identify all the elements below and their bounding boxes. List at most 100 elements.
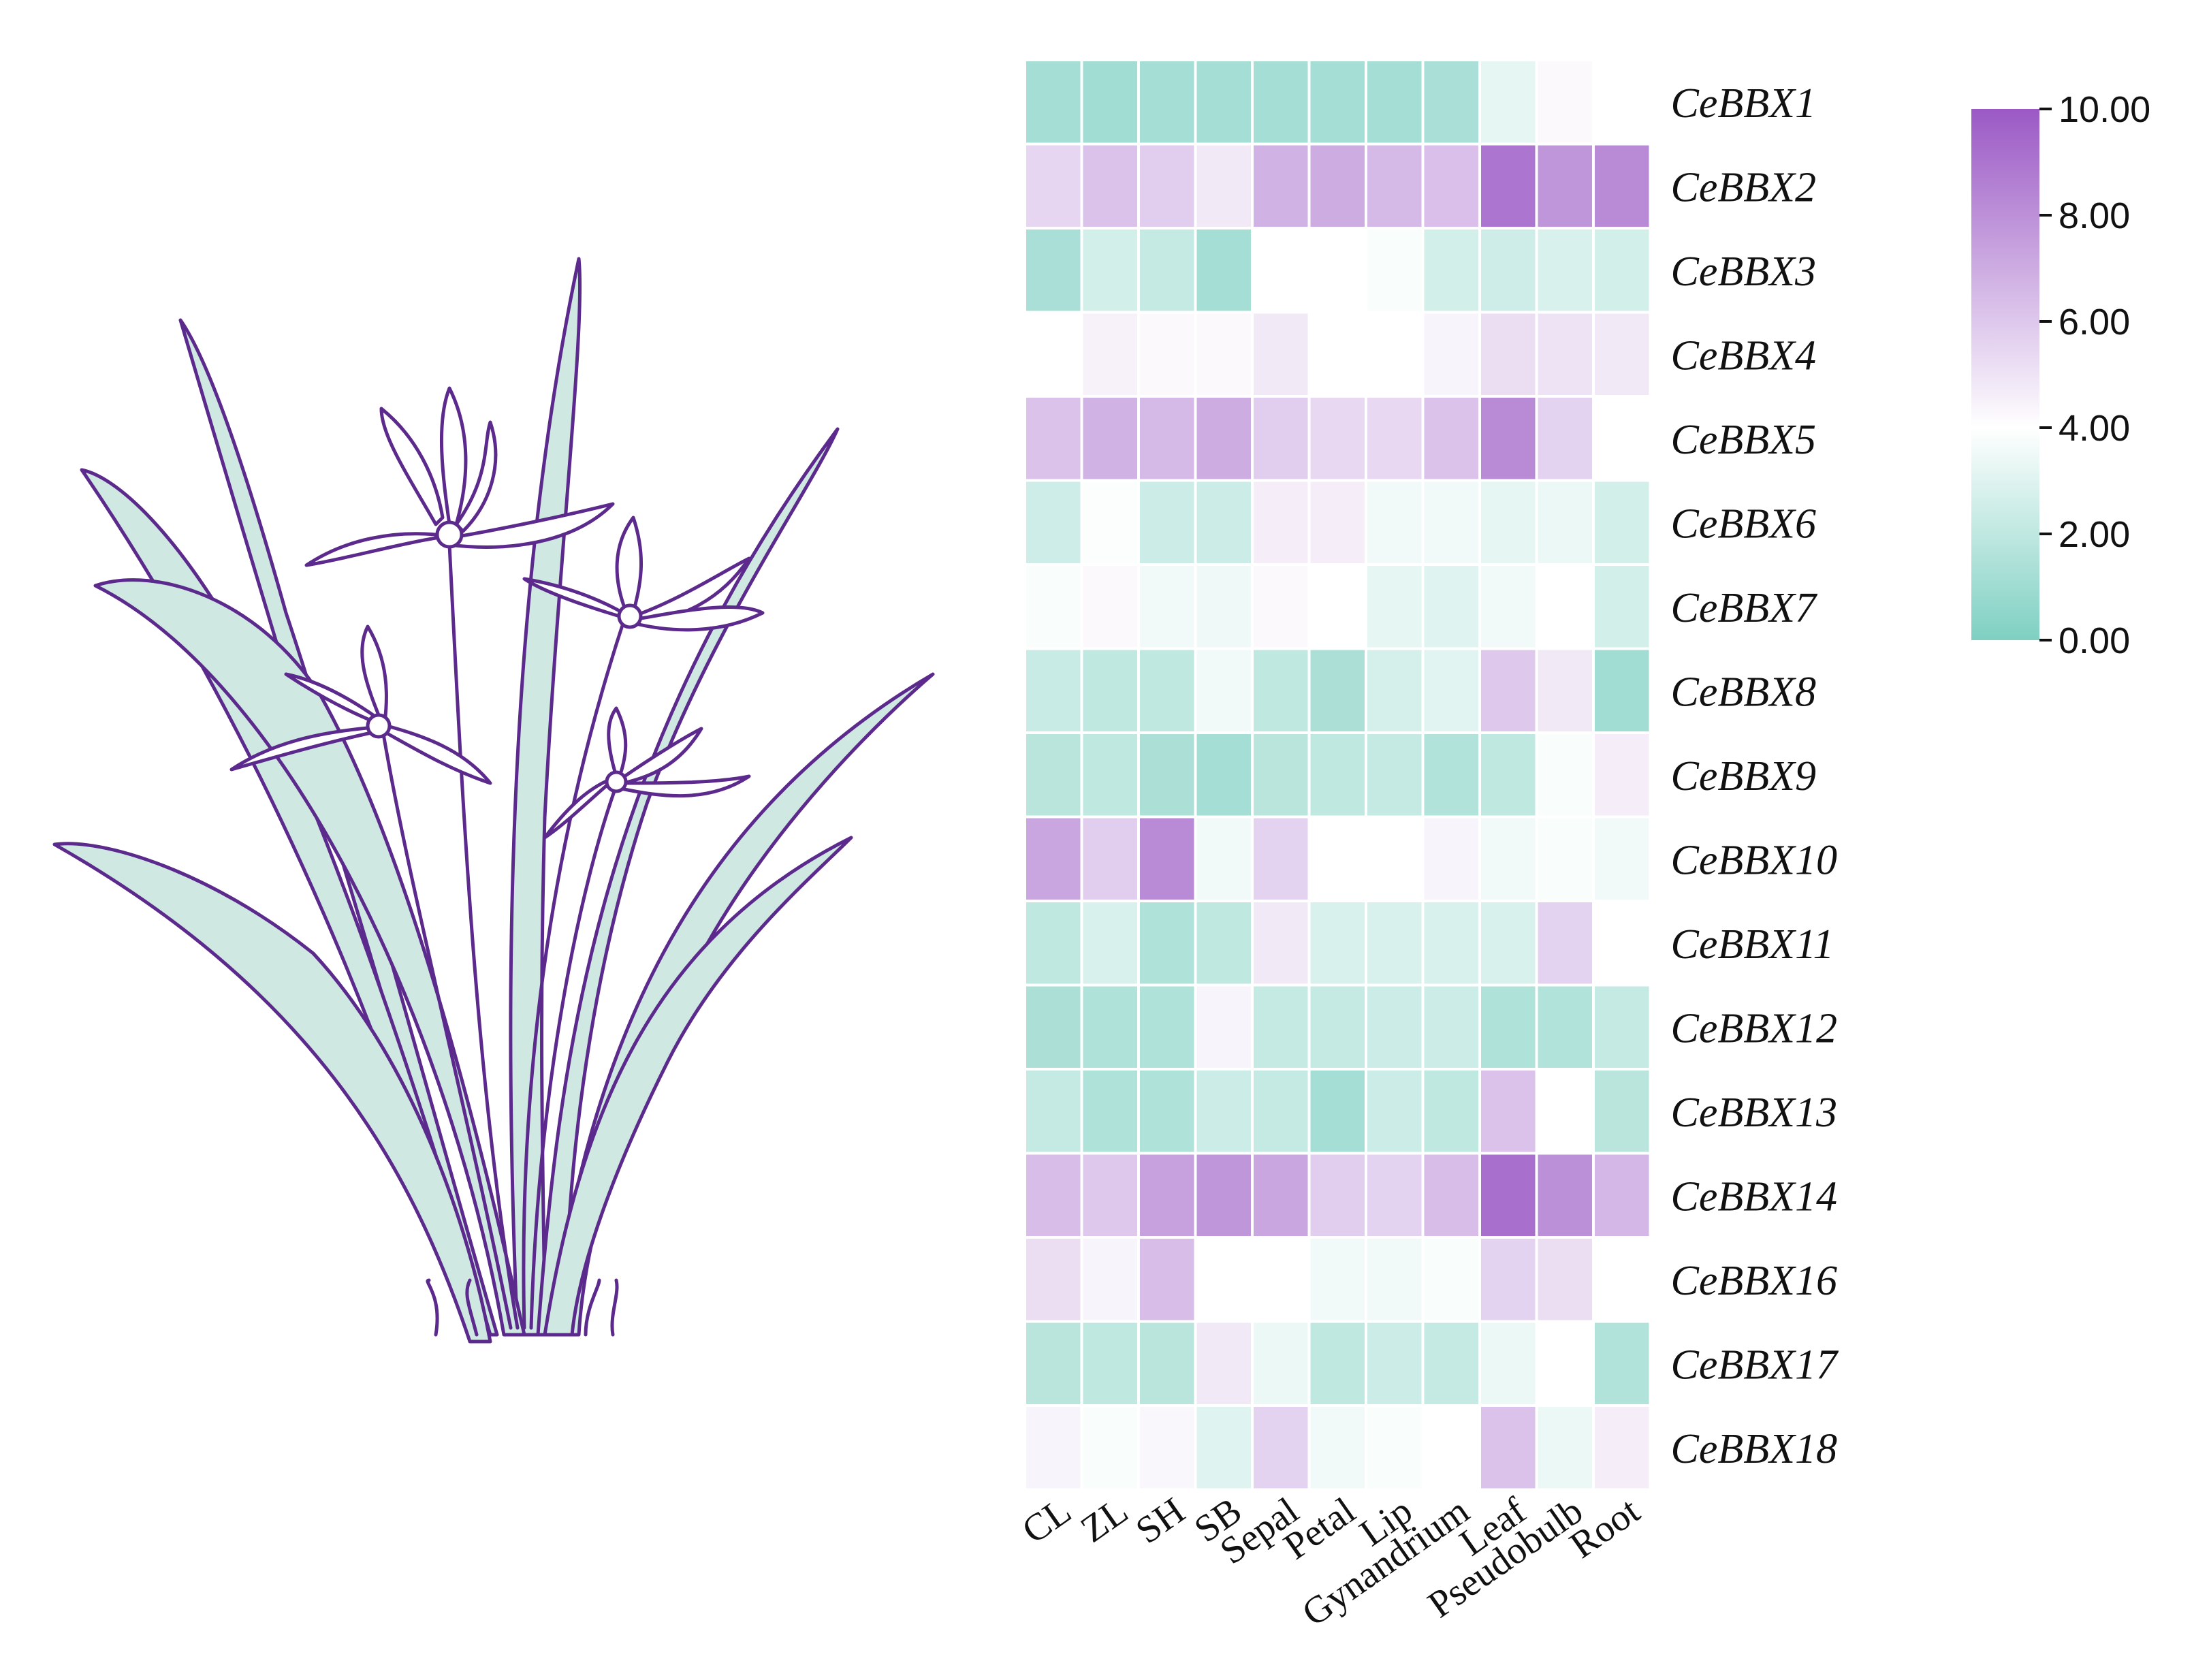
heatmap-cell (1592, 311, 1652, 398)
heatmap-cell (1080, 479, 1140, 566)
column-label: CL (1015, 1489, 1079, 1552)
column-labels: CLZLSHSBSepalPetalLipGynandriumLeafPseud… (1015, 1489, 1648, 1634)
heatmap-cell (1307, 1236, 1367, 1323)
heatmap-cell (1307, 142, 1367, 229)
heatmap-cell (1251, 59, 1311, 146)
heatmap-cell (1535, 647, 1595, 734)
heatmap-cell (1592, 647, 1652, 734)
heatmap-cell (1251, 227, 1311, 314)
heatmap-cell (1023, 1404, 1083, 1491)
heatmap-cell (1478, 142, 1538, 229)
heatmap-cell (1137, 59, 1197, 146)
heatmap-cell (1194, 227, 1254, 314)
heatmap-cell (1023, 395, 1083, 482)
heatmap-cell (1535, 1068, 1595, 1155)
heatmap-cell (1478, 563, 1538, 650)
heatmap-cell (1194, 563, 1254, 650)
heatmap-cell (1592, 815, 1652, 902)
heatmap-cell (1421, 479, 1481, 566)
heatmap-cell (1137, 311, 1197, 398)
heatmap-cell (1478, 1152, 1538, 1239)
heatmap-cell (1535, 142, 1595, 229)
heatmap-cell (1535, 311, 1595, 398)
heatmap-cell (1535, 1236, 1595, 1323)
heatmap-cell (1478, 983, 1538, 1071)
heatmap-cell (1535, 395, 1595, 482)
heatmap-cell (1365, 1068, 1425, 1155)
heatmap-cell (1365, 227, 1425, 314)
flower-stem (529, 774, 622, 1330)
heatmap-cell (1478, 731, 1538, 819)
heatmap-cell (1023, 1068, 1083, 1155)
heatmap-cell (1478, 900, 1538, 987)
heatmap-cell (1307, 1068, 1367, 1155)
heatmap-cell (1421, 59, 1481, 146)
heatmap-cell (1307, 311, 1367, 398)
heatmap-cell (1194, 983, 1254, 1071)
heatmap-cell (1478, 1404, 1538, 1491)
heatmap-cell (1080, 1068, 1140, 1155)
heatmap-cell (1251, 563, 1311, 650)
heatmap-cell (1592, 1404, 1652, 1491)
heatmap-cell (1365, 1152, 1425, 1239)
heatmap-cell (1307, 900, 1367, 987)
heatmap-cell (1023, 815, 1083, 902)
heatmap-cell (1080, 983, 1140, 1071)
heatmap-cell (1307, 395, 1367, 482)
heatmap-cell (1592, 395, 1652, 482)
heatmap-cell (1251, 983, 1311, 1071)
row-label: CeBBX13 (1671, 1090, 1838, 1136)
heatmap-cell (1365, 59, 1425, 146)
orchid-plant-illustration (52, 257, 935, 1344)
row-label: CeBBX8 (1671, 669, 1817, 715)
heatmap-cell (1251, 731, 1311, 819)
heatmap-cell (1137, 563, 1197, 650)
row-label: CeBBX3 (1671, 249, 1817, 295)
heatmap-cell (1535, 563, 1595, 650)
heatmap-cell (1421, 1068, 1481, 1155)
heatmap-cell (1478, 311, 1538, 398)
row-label: CeBBX7 (1671, 585, 1818, 631)
heatmap-cell (1365, 647, 1425, 734)
heatmap-cell (1080, 311, 1140, 398)
colorbar-gradient (1971, 109, 2039, 640)
orchid-flower (304, 386, 615, 567)
heatmap-cell (1365, 1320, 1425, 1407)
leaf (550, 672, 935, 1337)
heatmap-cell (1080, 815, 1140, 902)
heatmap-cell (1023, 731, 1083, 819)
heatmap-cell (1365, 142, 1425, 229)
heatmap-cell (1137, 647, 1197, 734)
heatmap-cell (1194, 647, 1254, 734)
leaf (543, 836, 853, 1337)
heatmap-cell (1365, 983, 1425, 1071)
heatmap-cell (1137, 815, 1197, 902)
row-label: CeBBX14 (1671, 1173, 1838, 1220)
heatmap-cell (1365, 731, 1425, 819)
heatmap-cell (1535, 1320, 1595, 1407)
heatmap-cell (1251, 1404, 1311, 1491)
heatmap-cell (1592, 1236, 1652, 1323)
heatmap-cell (1307, 983, 1367, 1071)
heatmap-cell (1251, 142, 1311, 229)
heatmap-cell (1592, 900, 1652, 987)
heatmap-cell (1592, 1320, 1652, 1407)
heatmap-cell (1251, 815, 1311, 902)
heatmap-cell (1592, 142, 1652, 229)
heatmap-cell (1307, 59, 1367, 146)
heatmap-cell (1421, 815, 1481, 902)
heatmap-cell (1307, 1320, 1367, 1407)
heatmap-cell (1194, 311, 1254, 398)
heatmap-cell (1421, 647, 1481, 734)
heatmap-cell (1194, 731, 1254, 819)
heatmap-cells (1023, 59, 1652, 1491)
row-label: CeBBX6 (1671, 501, 1817, 547)
heatmap-cell (1535, 1404, 1595, 1491)
heatmap-cell (1592, 983, 1652, 1071)
heatmap-cell (1080, 1152, 1140, 1239)
heatmap-cell (1307, 1152, 1367, 1239)
colorbar-tick-label: 10.00 (2059, 89, 2150, 130)
heatmap-cell (1421, 900, 1481, 987)
heatmap-cell (1251, 395, 1311, 482)
heatmap-cell (1421, 1404, 1481, 1491)
